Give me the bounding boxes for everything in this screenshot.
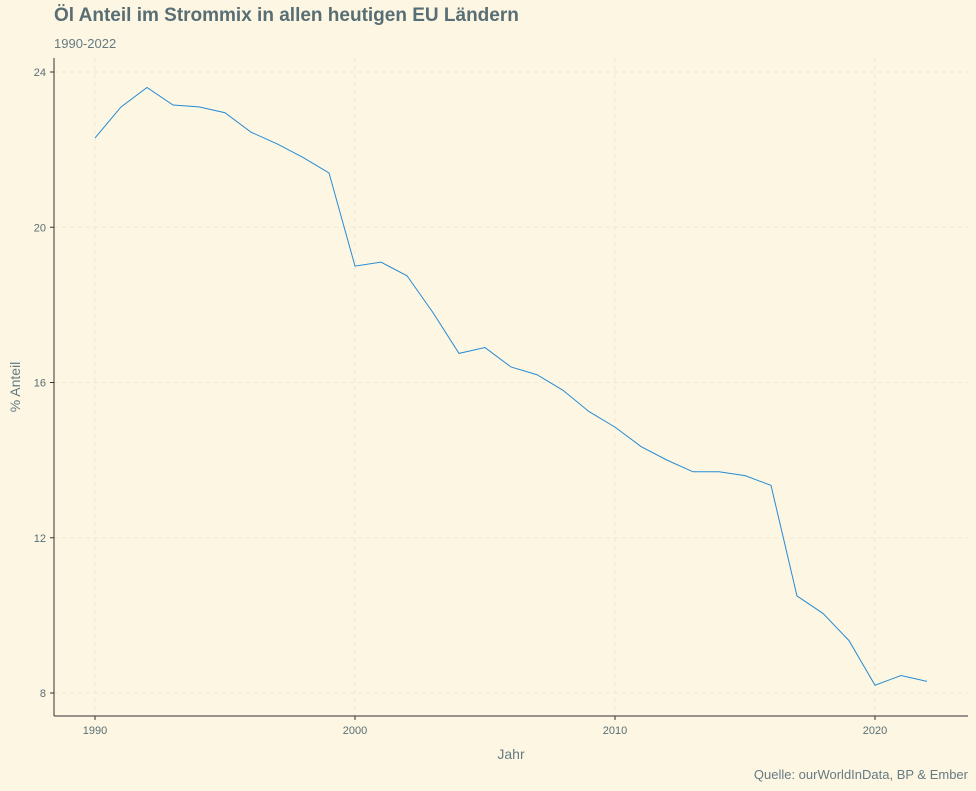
series-line	[94, 86, 928, 686]
ticks: 8 12 16 20 24 1990 2000 2010 2020	[34, 67, 887, 737]
y-tick-label: 24	[34, 67, 46, 79]
chart-title: Öl Anteil im Strommix in allen heutigen …	[54, 5, 519, 26]
x-tick-label: 2010	[603, 725, 627, 737]
chart-subtitle: 1990-2022	[54, 36, 117, 51]
grid	[54, 58, 968, 716]
x-tick-label: 2000	[343, 725, 367, 737]
y-axis-title: % Anteil	[7, 362, 23, 413]
y-tick-label: 8	[40, 688, 46, 700]
y-tick-label: 16	[34, 378, 46, 390]
axes	[53, 58, 968, 717]
x-axis-title: Jahr	[497, 746, 525, 762]
chart-caption: Quelle: ourWorldInData, BP & Ember	[753, 767, 968, 782]
y-tick-label: 20	[34, 222, 46, 234]
y-tick-label: 12	[34, 533, 46, 545]
x-tick-label: 2020	[863, 725, 887, 737]
x-tick-label: 1990	[83, 725, 107, 737]
